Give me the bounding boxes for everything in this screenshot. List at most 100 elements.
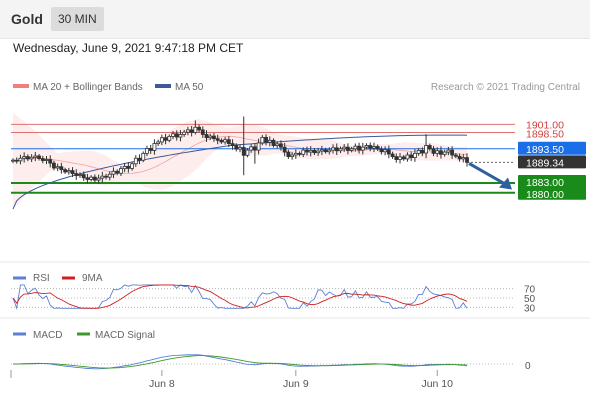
candle-body	[427, 145, 432, 150]
header-bar: Gold 30 MIN	[0, 0, 590, 39]
candle-body	[264, 136, 268, 143]
candle-body	[364, 145, 369, 148]
candle-body	[163, 137, 168, 141]
candle-body	[174, 133, 179, 138]
ma20-line	[12, 135, 468, 174]
rsi-ma-line	[12, 284, 468, 309]
candle-body	[368, 145, 373, 149]
candle-body	[375, 146, 380, 150]
candle-body	[372, 146, 376, 149]
candle-body	[360, 146, 365, 151]
candle-body	[446, 149, 451, 153]
level-label-1901.00: 1901.00	[526, 119, 564, 131]
candle-body	[208, 135, 213, 139]
candle-body	[260, 136, 265, 144]
candle-body	[249, 146, 254, 151]
candle-body	[66, 170, 71, 173]
candle-body	[275, 143, 280, 146]
candle-body	[159, 137, 164, 143]
candle-body	[70, 170, 75, 174]
candle-body	[245, 149, 250, 156]
asset-title: Gold	[11, 11, 43, 27]
candle-body	[442, 151, 447, 155]
bollinger-band	[13, 111, 467, 209]
candle-body	[461, 157, 466, 160]
candle-body	[398, 156, 402, 160]
candle-body	[59, 166, 64, 171]
candle-body	[401, 156, 406, 160]
candle-body	[78, 174, 82, 176]
candle-body	[357, 145, 361, 151]
candle-body	[40, 158, 45, 161]
candle-body	[189, 129, 194, 133]
legend-rsi: RSI	[33, 273, 50, 284]
candle-body	[107, 173, 112, 178]
level-box-1893.50	[518, 141, 586, 155]
legend-macd: MACD	[33, 330, 62, 341]
candle-body	[439, 150, 443, 155]
candle-body	[383, 149, 388, 153]
candle-body	[286, 151, 291, 158]
candle-body	[297, 152, 302, 155]
candle-body	[379, 148, 384, 153]
candle-body	[145, 148, 149, 154]
candle-body	[204, 134, 209, 139]
candle-body	[141, 152, 146, 161]
candle-body	[100, 175, 105, 179]
rsi-level-label-50: 50	[524, 294, 536, 305]
candle-body	[96, 177, 101, 181]
candle-body	[122, 165, 127, 170]
candle-body	[223, 139, 228, 143]
candle-body	[353, 145, 358, 150]
candle-body	[18, 157, 23, 162]
candle-body	[37, 155, 41, 159]
candle-body	[115, 170, 120, 174]
x-tick-label: Jun 10	[421, 378, 453, 390]
level-box-1889.34	[518, 155, 586, 169]
level-label-1893.50: 1893.50	[526, 144, 564, 156]
candle-body	[279, 143, 283, 148]
candle-body	[405, 154, 410, 160]
candle-body	[331, 147, 335, 151]
candle-body	[133, 157, 138, 165]
candle-body	[171, 133, 175, 137]
candle-body	[215, 138, 220, 141]
chart-datetime: Wednesday, June 9, 2021 9:47:18 PM CET	[13, 41, 244, 55]
candle-body	[104, 175, 108, 178]
candle-body	[48, 159, 53, 164]
candle-body	[11, 159, 15, 162]
candle-body	[200, 129, 205, 135]
candle-body	[305, 149, 309, 153]
candle-body	[424, 145, 428, 154]
candle-body	[226, 139, 231, 144]
candle-body	[301, 149, 306, 155]
candle-body	[197, 126, 201, 131]
candle-body	[25, 156, 30, 160]
candle-body	[409, 154, 414, 158]
candle-body	[111, 170, 116, 175]
candle-body	[92, 176, 97, 181]
candle-body	[130, 163, 134, 169]
credit: Research © 2021 Trading Central	[431, 82, 580, 93]
candle-body	[256, 142, 261, 151]
candle-body	[323, 149, 328, 153]
candle-body	[453, 154, 458, 157]
rsi-level-label-70: 70	[524, 285, 536, 296]
candle-body	[186, 129, 190, 133]
level-box-1883.00	[518, 175, 586, 189]
candle-body	[316, 150, 321, 154]
candle-body	[119, 168, 123, 174]
candle-body	[267, 139, 272, 143]
candle-body	[29, 156, 34, 160]
candle-body	[219, 139, 224, 143]
rsi-level-label-30: 30	[524, 303, 536, 314]
timeframe-button[interactable]: 30 MIN	[51, 7, 104, 31]
candle-body	[394, 156, 399, 160]
candle-body	[126, 165, 131, 169]
candle-body	[457, 155, 462, 160]
x-tick-label: Jun 9	[283, 378, 309, 390]
level-label-1889.34: 1889.34	[526, 157, 564, 169]
candle-body	[152, 143, 157, 151]
candle-body	[55, 166, 60, 169]
macd-zero-label: 0	[525, 361, 531, 372]
